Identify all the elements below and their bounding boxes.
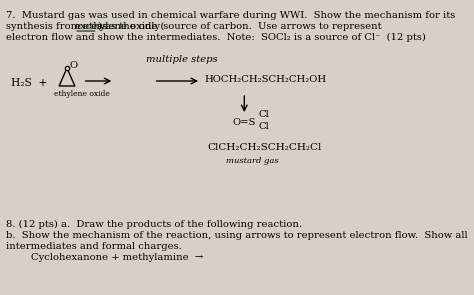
Text: Cl: Cl — [258, 110, 269, 119]
Text: mustard gas: mustard gas — [226, 157, 279, 165]
Text: Cyclohexanone + methylamine  →: Cyclohexanone + methylamine → — [6, 253, 203, 262]
Text: 8. (12 pts) a.  Draw the products of the following reaction.: 8. (12 pts) a. Draw the products of the … — [6, 220, 302, 229]
Text: HOCH₂CH₂SCH₂CH₂OH: HOCH₂CH₂SCH₂CH₂OH — [205, 75, 327, 84]
Text: intermediates and formal charges.: intermediates and formal charges. — [6, 242, 182, 251]
Text: ClCH₂CH₂SCH₂CH₂Cl: ClCH₂CH₂SCH₂CH₂Cl — [207, 143, 322, 152]
Text: excess: excess — [74, 22, 107, 31]
Text: H₂S  +: H₂S + — [11, 78, 47, 88]
Text: b.  Show the mechanism of the reaction, using arrows to represent electron flow.: b. Show the mechanism of the reaction, u… — [6, 231, 468, 240]
Text: Cl: Cl — [258, 122, 269, 131]
Text: O=S: O=S — [232, 118, 256, 127]
Text: 7.  Mustard gas was used in chemical warfare during WWI.  Show the mechanism for: 7. Mustard gas was used in chemical warf… — [6, 11, 456, 20]
Text: electron flow and show the intermediates.  Note:  SOCl₂ is a source of Cl⁻  (12 : electron flow and show the intermediates… — [6, 33, 426, 42]
Text: O: O — [69, 61, 77, 70]
Text: synthesis from ethylene oxide (: synthesis from ethylene oxide ( — [6, 22, 164, 31]
Text: ) as the only source of carbon.  Use arrows to represent: ) as the only source of carbon. Use arro… — [98, 22, 382, 31]
Text: multiple steps: multiple steps — [146, 55, 218, 64]
Text: ethylene oxide: ethylene oxide — [54, 90, 109, 98]
